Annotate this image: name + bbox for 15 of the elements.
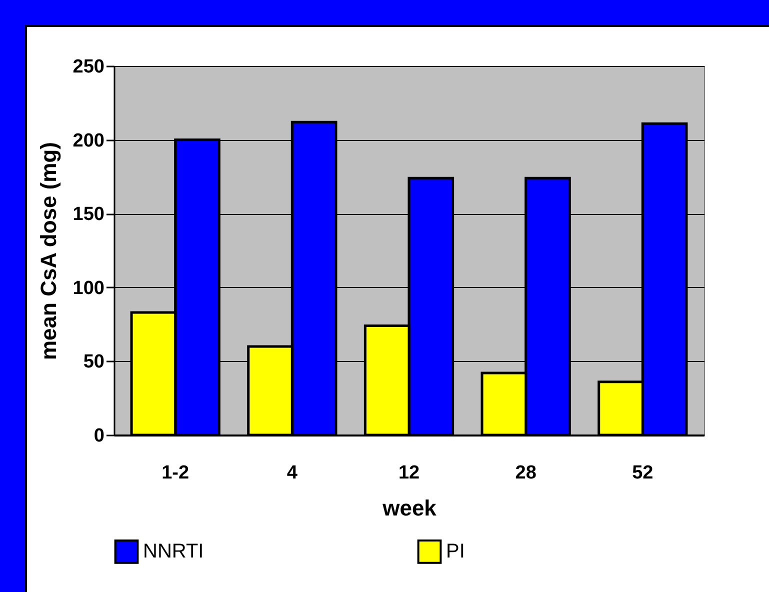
- y-tick-label: 150: [72, 204, 104, 226]
- x-tick-label: 52: [632, 462, 654, 484]
- legend-label: PI: [446, 540, 465, 563]
- legend-label: NNRTI: [143, 540, 204, 563]
- y-axis-title: mean CsA dose (mg): [36, 142, 61, 360]
- x-tick-label: 4: [286, 462, 298, 484]
- x-axis-title: week: [382, 496, 438, 520]
- y-tick-label: 250: [72, 56, 104, 78]
- x-tick-label: 12: [398, 462, 420, 484]
- x-tick-label: 1-2: [162, 462, 190, 484]
- y-tick-label: 0: [94, 426, 104, 446]
- y-tick-label: 100: [72, 278, 104, 299]
- x-tick-label: 28: [515, 462, 536, 484]
- y-tick-label: 200: [72, 130, 104, 152]
- y-tick-label: 50: [83, 352, 104, 373]
